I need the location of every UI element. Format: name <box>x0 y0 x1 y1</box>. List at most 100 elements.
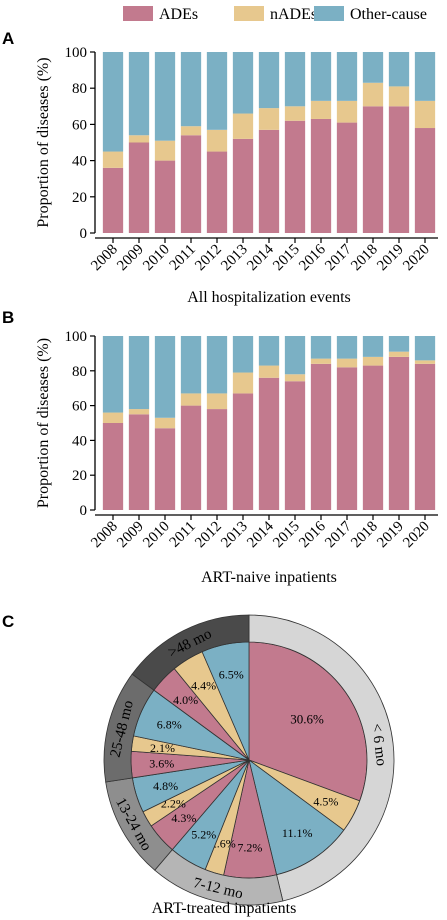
pie-slice-label: 11.1% <box>282 826 313 840</box>
bar-a-2008-other-cause <box>102 52 124 152</box>
bar-b-2013-ades <box>232 393 254 510</box>
bar-b-2013-nades <box>232 372 254 394</box>
bar-a-2008-ades <box>102 167 124 233</box>
legend-swatch-other-cause <box>314 6 344 21</box>
x-tick-label-a: 2010 <box>140 242 173 275</box>
x-tick-label-a: 2017 <box>322 241 355 274</box>
x-tick-label-b: 2017 <box>322 518 355 551</box>
pie-slice-label: 4.8% <box>153 779 178 793</box>
bar-chart-art-naive: 0 20 40 60 80 100 Proportion of diseases (%) 20… <box>35 329 438 586</box>
x-tick-label-a: 2016 <box>296 241 329 274</box>
bar-a-2016-ades <box>310 118 332 233</box>
bar-a-2011-nades <box>180 126 202 136</box>
bar-a-2020-other-cause <box>414 52 436 101</box>
bar-b-2018-ades <box>362 365 384 510</box>
x-tick-label-a: 2011 <box>167 242 199 274</box>
x-tick-label-a: 2013 <box>218 242 251 275</box>
bar-a-2017-nades <box>336 100 358 123</box>
x-tick-label-a: 2009 <box>114 242 147 275</box>
bar-b-2019-other-cause <box>388 336 410 352</box>
bar-b-2011-other-cause <box>180 336 202 394</box>
bar-b-2017-nades <box>336 358 358 368</box>
x-axis-title-a: All hospitalization events <box>187 289 351 306</box>
bar-a-2013-nades <box>232 113 254 139</box>
legend-swatch-nades <box>234 6 264 21</box>
pie-slice-label: 7.2% <box>237 840 262 854</box>
bar-a-2010-other-cause <box>154 52 176 141</box>
y-axis-title-a: Proportion of diseases (%) <box>35 57 52 227</box>
bar-a-2019-ades <box>388 106 410 233</box>
bar-a-2014-ades <box>258 129 280 233</box>
ring-label-6-mo: < 6 mo <box>368 723 389 767</box>
y-tick-label-b: 80 <box>72 364 87 380</box>
x-tick-label-b: 2008 <box>88 519 121 552</box>
bar-a-2015-other-cause <box>284 52 306 107</box>
x-tick-label-b: 2014 <box>244 518 277 551</box>
bar-a-2010-ades <box>154 160 176 233</box>
y-axis-title-b: Proportion of diseases (%) <box>35 338 52 508</box>
ring-segment-48-mo <box>131 614 250 691</box>
bar-b-2012-ades <box>206 409 228 510</box>
bar-a-2015-ades <box>284 120 306 233</box>
y-tick-label-a: 20 <box>72 190 87 206</box>
y-tick-label-a: 100 <box>65 45 88 61</box>
x-tick-label-b: 2019 <box>374 519 407 552</box>
bar-b-2011-ades <box>180 405 202 510</box>
pie-slice-label: 5.2% <box>191 828 216 842</box>
y-tick-label-b: 0 <box>80 503 88 519</box>
bar-b-2019-nades <box>388 351 410 357</box>
pie-slice-label: 4.4% <box>191 678 216 692</box>
x-tick-label-a: 2014 <box>244 241 277 274</box>
bar-a-2019-other-cause <box>388 52 410 87</box>
bar-b-2008-nades <box>102 412 124 423</box>
y-tick-label-b: 40 <box>72 433 87 449</box>
bar-b-2009-nades <box>128 409 150 415</box>
bar-b-2017-other-cause <box>336 336 358 359</box>
bar-b-2017-ades <box>336 367 358 510</box>
bar-b-2014-ades <box>258 377 280 510</box>
bar-a-2010-nades <box>154 140 176 161</box>
bar-b-2016-nades <box>310 358 332 364</box>
bar-a-2017-other-cause <box>336 52 358 101</box>
panel-letter-c: C <box>2 612 14 631</box>
bar-b-2015-nades <box>284 374 306 382</box>
bar-a-2012-ades <box>206 151 228 233</box>
pie-slice-label: 30.6% <box>290 712 324 727</box>
bar-a-2014-nades <box>258 108 280 130</box>
bar-a-2017-ades <box>336 122 358 233</box>
bar-b-2016-other-cause <box>310 336 332 359</box>
x-tick-label-b: 2009 <box>114 519 147 552</box>
legend-label-nades: nADEs <box>270 6 317 23</box>
bar-a-2014-other-cause <box>258 52 280 109</box>
bar-a-2013-ades <box>232 138 254 233</box>
pie-slice-label: 2.1% <box>150 741 175 755</box>
bar-b-2014-other-cause <box>258 336 280 366</box>
x-tick-label-a: 2020 <box>400 242 433 275</box>
x-tick-label-b: 2011 <box>167 519 199 551</box>
bar-b-2008-other-cause <box>102 336 124 413</box>
bar-b-2016-ades <box>310 363 332 510</box>
bar-b-2011-nades <box>180 393 202 406</box>
panel-letter-a: A <box>2 29 14 48</box>
bar-b-2018-nades <box>362 356 384 366</box>
pie-chart-art-treated: 30.6%4.5%11.1%< 6 mo7.2%2.6%5.2%7-12 mo4… <box>103 614 395 917</box>
bar-a-2020-nades <box>414 100 436 129</box>
bar-a-2016-nades <box>310 100 332 119</box>
bar-a-2018-other-cause <box>362 52 384 83</box>
bar-a-2009-other-cause <box>128 52 150 136</box>
pie-slice-label: 4.3% <box>171 811 196 825</box>
bar-a-2009-ades <box>128 142 150 233</box>
x-tick-label-b: 2015 <box>270 519 303 552</box>
bar-a-2020-ades <box>414 128 436 233</box>
y-tick-label-a: 0 <box>80 226 88 242</box>
bar-b-2010-ades <box>154 428 176 510</box>
bar-a-2013-other-cause <box>232 52 254 114</box>
bar-a-2018-nades <box>362 82 384 107</box>
legend-label-other-cause: Other-cause <box>350 6 427 23</box>
y-tick-label-a: 60 <box>72 117 87 133</box>
x-tick-label-a: 2019 <box>374 242 407 275</box>
bar-b-2013-other-cause <box>232 336 254 373</box>
x-tick-label-a: 2015 <box>270 242 303 275</box>
legend: ADEs nADEs Other-cause <box>123 6 427 23</box>
